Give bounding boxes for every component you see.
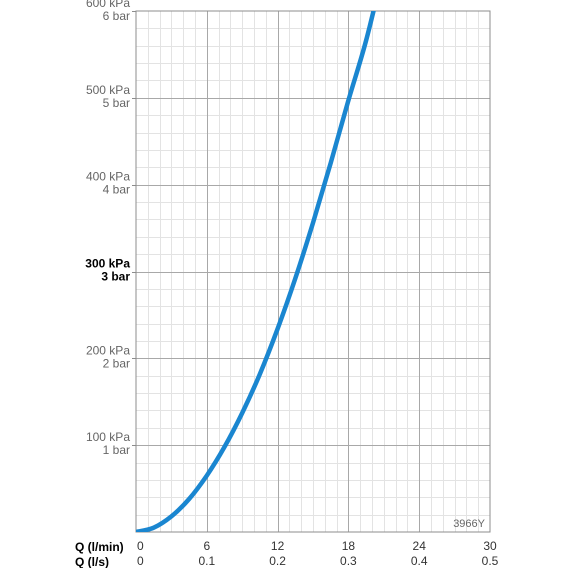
x-tick-label-ls: 0.1 bbox=[198, 554, 215, 568]
y-tick-label-bar: 5 bar bbox=[103, 96, 130, 110]
x-tick-label-lmin: 24 bbox=[413, 539, 427, 553]
y-tick-label-kpa: 500 kPa bbox=[86, 83, 130, 97]
series-group bbox=[136, 11, 376, 532]
x-tick-label-ls: 0.2 bbox=[269, 554, 286, 568]
x-tick-label-lmin: 0 bbox=[137, 539, 144, 553]
y-tick-label-bar: 4 bar bbox=[103, 183, 130, 197]
y-tick-label-kpa: 400 kPa bbox=[86, 170, 130, 184]
pressure-flow-curve bbox=[136, 11, 376, 532]
y-tick-label-bar: 6 bar bbox=[103, 9, 130, 23]
y-tick-label-kpa: 600 kPa bbox=[86, 0, 130, 10]
diagram-code-annotation: 3966Y bbox=[453, 518, 485, 530]
x-tick-label-ls: 0.3 bbox=[340, 554, 357, 568]
x-tick-label-lmin: 18 bbox=[342, 539, 356, 553]
x-tick-label-ls: 0 bbox=[137, 554, 144, 568]
y-tick-label-kpa: 200 kPa bbox=[86, 343, 130, 357]
x-tick-label-lmin: 30 bbox=[483, 539, 497, 553]
x-tick-label-ls: 0.5 bbox=[482, 554, 499, 568]
y-tick-label-kpa: 300 kPa bbox=[85, 257, 130, 271]
x-tick-label-ls: 0.4 bbox=[411, 554, 428, 568]
minor-grid bbox=[136, 11, 490, 532]
x-axis-title-lmin: Q (l/min) bbox=[75, 540, 124, 554]
y-tick-label-bar: 1 bar bbox=[103, 443, 130, 457]
x-tick-label-lmin: 6 bbox=[203, 539, 210, 553]
x-axis-title-ls: Q (l/s) bbox=[75, 555, 109, 568]
major-grid bbox=[136, 11, 490, 532]
x-tick-label-lmin: 12 bbox=[271, 539, 285, 553]
y-tick-label-bar: 3 bar bbox=[101, 270, 130, 284]
x-axis-labels: 00 60.1 120.2 180.3 240.4 300.5 bbox=[137, 539, 499, 568]
y-tick-label-kpa: 100 kPa bbox=[86, 430, 130, 444]
plot-frame bbox=[135, 10, 491, 533]
y-tick-label-bar: 2 bar bbox=[103, 356, 130, 370]
